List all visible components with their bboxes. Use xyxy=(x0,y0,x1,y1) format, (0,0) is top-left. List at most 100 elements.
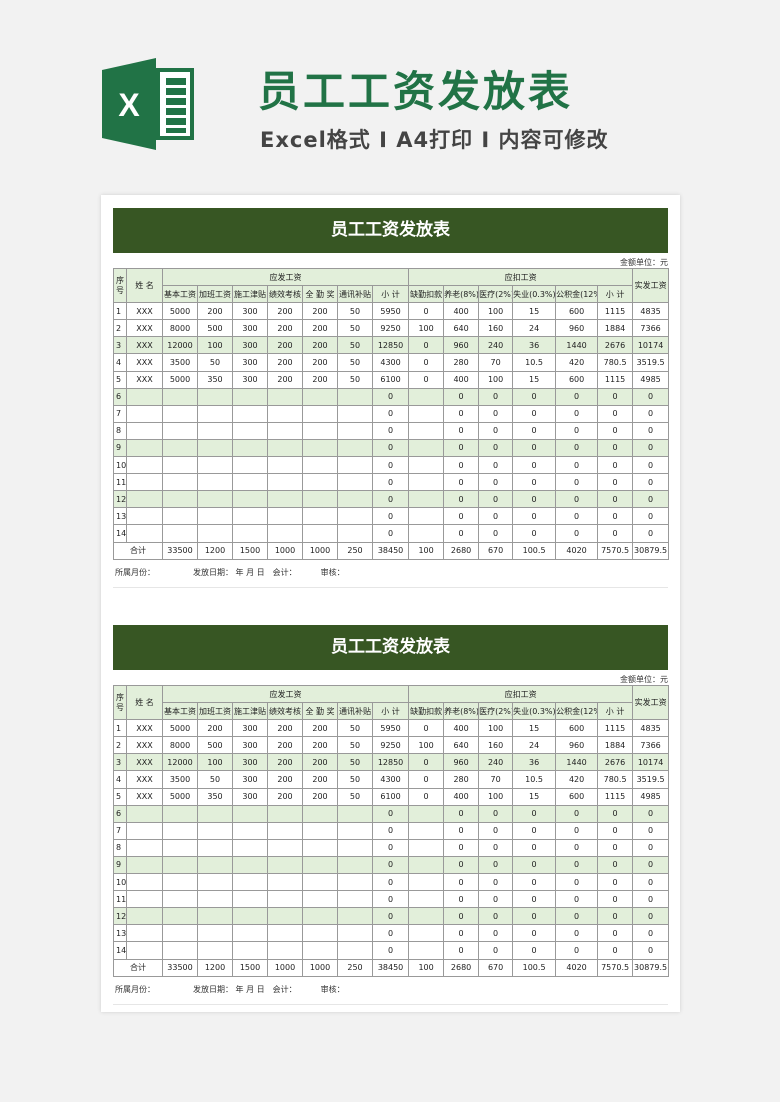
table-cell[interactable]: 9250 xyxy=(371,736,410,755)
table-cell[interactable] xyxy=(197,804,233,823)
table-cell[interactable]: 0 xyxy=(443,438,480,458)
table-cell[interactable]: 0 xyxy=(597,804,634,823)
table-cell[interactable]: 0 xyxy=(443,456,480,475)
table-cell[interactable]: 500 xyxy=(197,736,233,755)
table-cell[interactable]: 420 xyxy=(555,770,599,789)
table-cell[interactable] xyxy=(197,890,233,909)
table-cell[interactable]: 0 xyxy=(632,524,670,543)
table-cell[interactable] xyxy=(162,438,198,458)
table-cell[interactable]: 1440 xyxy=(555,336,599,355)
table-cell[interactable] xyxy=(197,838,233,857)
table-cell[interactable]: 200 xyxy=(267,736,303,755)
table-cell[interactable] xyxy=(408,941,445,960)
table-cell[interactable]: 0 xyxy=(555,490,599,509)
table-cell[interactable]: 11 xyxy=(113,473,127,492)
table-cell[interactable] xyxy=(126,855,163,875)
table-cell[interactable]: 0 xyxy=(632,804,670,823)
table-cell[interactable]: 0 xyxy=(512,924,557,943)
table-cell[interactable]: 50 xyxy=(337,736,373,755)
table-cell[interactable] xyxy=(197,907,233,926)
table-cell[interactable]: 0 xyxy=(512,873,557,892)
table-cell[interactable]: 4 xyxy=(113,353,127,372)
table-cell[interactable]: 0 xyxy=(555,838,599,857)
table-cell[interactable] xyxy=(162,855,198,875)
table-cell[interactable]: 0 xyxy=(371,873,410,892)
table-cell[interactable]: 13 xyxy=(113,924,127,943)
table-cell[interactable]: 50 xyxy=(337,336,373,355)
table-cell[interactable]: 0 xyxy=(632,941,670,960)
table-cell[interactable] xyxy=(232,387,268,406)
table-cell[interactable]: 0 xyxy=(512,524,557,543)
table-cell[interactable]: 0 xyxy=(597,855,634,875)
table-cell[interactable] xyxy=(337,438,373,458)
table-cell[interactable]: 8000 xyxy=(162,319,198,338)
table-cell[interactable]: 15 xyxy=(512,302,557,321)
table-cell[interactable]: 6100 xyxy=(371,787,410,806)
table-cell[interactable] xyxy=(267,473,303,492)
table-cell[interactable]: 300 xyxy=(232,787,268,806)
table-cell[interactable]: 11 xyxy=(113,890,127,909)
table-cell[interactable]: 240 xyxy=(478,753,514,772)
table-cell[interactable] xyxy=(337,924,373,943)
table-cell[interactable]: 0 xyxy=(371,924,410,943)
table-cell[interactable]: 0 xyxy=(512,438,557,458)
table-cell[interactable] xyxy=(337,473,373,492)
table-cell[interactable]: 0 xyxy=(443,804,480,823)
table-cell[interactable] xyxy=(126,404,163,423)
table-cell[interactable]: 0 xyxy=(512,838,557,857)
table-cell[interactable]: 240 xyxy=(478,336,514,355)
table-cell[interactable]: 200 xyxy=(302,370,338,389)
table-cell[interactable]: 0 xyxy=(478,404,514,423)
table-cell[interactable]: 3500 xyxy=(162,353,198,372)
table-cell[interactable]: 12 xyxy=(113,490,127,509)
table-cell[interactable] xyxy=(302,456,338,475)
table-cell[interactable]: 200 xyxy=(302,302,338,321)
table-cell[interactable]: 36 xyxy=(512,753,557,772)
table-cell[interactable] xyxy=(337,941,373,960)
table-cell[interactable]: 200 xyxy=(302,319,338,338)
table-cell[interactable]: 0 xyxy=(478,438,514,458)
table-cell[interactable] xyxy=(302,404,338,423)
table-cell[interactable]: 200 xyxy=(267,719,303,738)
table-cell[interactable]: 50 xyxy=(337,753,373,772)
table-cell[interactable] xyxy=(267,873,303,892)
table-cell[interactable] xyxy=(232,456,268,475)
table-cell[interactable] xyxy=(126,490,163,509)
table-cell[interactable]: 200 xyxy=(267,787,303,806)
table-cell[interactable] xyxy=(232,421,268,440)
table-cell[interactable] xyxy=(408,507,445,526)
table-cell[interactable]: 12850 xyxy=(371,753,410,772)
table-cell[interactable]: 300 xyxy=(232,302,268,321)
table-cell[interactable] xyxy=(408,804,445,823)
table-cell[interactable] xyxy=(232,524,268,543)
table-cell[interactable]: 0 xyxy=(443,421,480,440)
table-cell[interactable]: 15 xyxy=(512,370,557,389)
table-cell[interactable]: 12000 xyxy=(162,336,198,355)
table-cell[interactable]: 0 xyxy=(597,924,634,943)
table-cell[interactable]: 6 xyxy=(113,387,127,406)
table-cell[interactable]: 5000 xyxy=(162,787,198,806)
table-cell[interactable]: 50 xyxy=(337,719,373,738)
table-cell[interactable] xyxy=(126,890,163,909)
table-cell[interactable]: 0 xyxy=(371,473,410,492)
table-cell[interactable]: 0 xyxy=(632,924,670,943)
table-cell[interactable]: 10.5 xyxy=(512,353,557,372)
table-cell[interactable]: 0 xyxy=(597,438,634,458)
table-cell[interactable]: 2 xyxy=(113,736,127,755)
table-cell[interactable]: 50 xyxy=(337,770,373,789)
table-cell[interactable]: 0 xyxy=(597,890,634,909)
table-cell[interactable] xyxy=(162,404,198,423)
table-cell[interactable]: 9250 xyxy=(371,319,410,338)
table-cell[interactable]: 0 xyxy=(555,524,599,543)
table-cell[interactable]: 0 xyxy=(632,838,670,857)
table-cell[interactable]: 960 xyxy=(443,336,480,355)
table-cell[interactable]: 500 xyxy=(197,319,233,338)
table-cell[interactable]: 0 xyxy=(555,941,599,960)
table-cell[interactable]: XXX xyxy=(126,302,163,321)
table-cell[interactable]: 10.5 xyxy=(512,770,557,789)
table-cell[interactable]: 0 xyxy=(512,387,557,406)
table-cell[interactable] xyxy=(126,438,163,458)
table-cell[interactable]: 0 xyxy=(478,890,514,909)
table-cell[interactable]: 600 xyxy=(555,370,599,389)
table-cell[interactable] xyxy=(197,821,233,840)
